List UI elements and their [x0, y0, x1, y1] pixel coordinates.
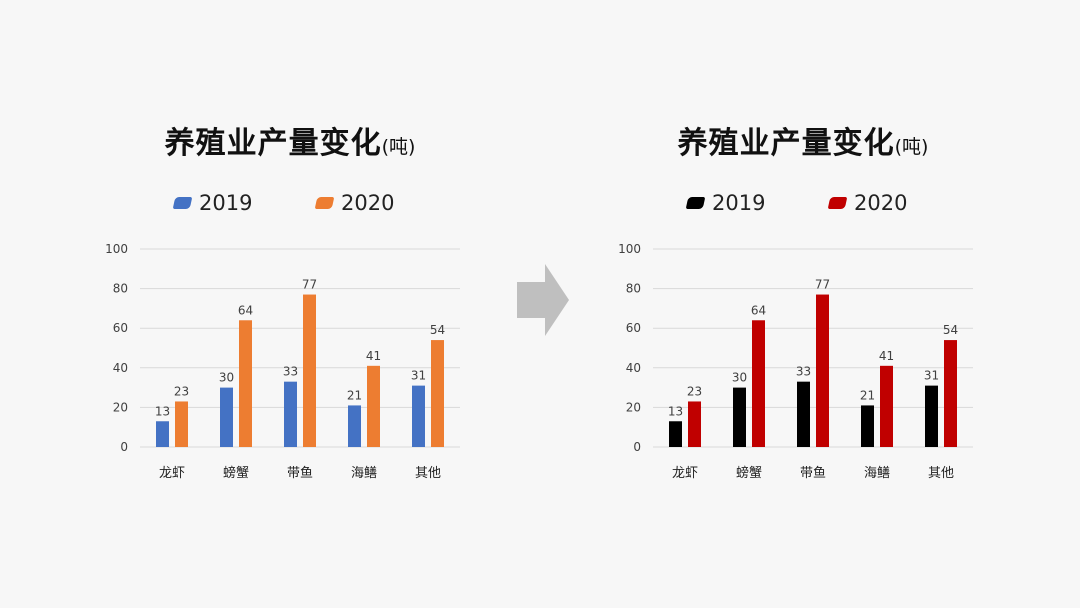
- y-tick-label: 20: [626, 400, 641, 414]
- bar-2019: [797, 381, 810, 447]
- data-label: 31: [411, 369, 426, 383]
- x-tick-label: 其他: [415, 466, 441, 481]
- y-tick-label: 40: [113, 361, 128, 375]
- y-tick-label: 80: [113, 282, 128, 296]
- data-label: 13: [155, 404, 170, 418]
- bar-2020: [367, 365, 380, 447]
- x-axis-labels: 龙虾 螃蟹 带鱼 海鳝 其他: [672, 465, 954, 481]
- data-label: 33: [283, 365, 298, 379]
- x-tick-label: 带鱼: [800, 465, 826, 481]
- data-label: 30: [219, 371, 234, 385]
- x-tick-label: 带鱼: [287, 465, 313, 481]
- y-tick-label: 0: [120, 440, 128, 454]
- legend-label: 2020: [341, 191, 395, 215]
- bar-2019: [861, 405, 874, 447]
- chart-title: 养殖业产量变化(吨): [100, 118, 480, 162]
- legend-swatch: [685, 197, 706, 209]
- arrow-shape: [517, 264, 569, 336]
- bar-2020: [880, 365, 893, 447]
- x-tick-label: 龙虾: [672, 466, 698, 481]
- bar-2020: [688, 401, 701, 447]
- bar-2019: [220, 387, 233, 447]
- bar-2019: [284, 381, 297, 447]
- data-label: 21: [347, 388, 362, 402]
- bar-chart: 0 20 40 60 80 100 13 23 30 64 33 77 21 41 31 54 龙虾 螃蟹 带鱼 海鳝…: [105, 242, 460, 481]
- data-label: 21: [860, 388, 875, 402]
- data-label: 77: [302, 278, 317, 292]
- data-labels: 13 23 30 64 33 77 21 41 31 54: [668, 278, 958, 419]
- data-label: 54: [943, 323, 958, 337]
- data-label: 41: [879, 349, 894, 363]
- bar-2020: [175, 401, 188, 447]
- data-label: 41: [366, 349, 381, 363]
- y-tick-label: 80: [626, 282, 641, 296]
- y-tick-label: 40: [626, 361, 641, 375]
- x-tick-label: 龙虾: [159, 466, 185, 481]
- bar-2019: [925, 385, 938, 447]
- y-tick-label: 60: [113, 321, 128, 335]
- legend-swatch: [172, 197, 193, 209]
- chart-title-text: 养殖业产量变化: [164, 126, 382, 161]
- chart-legend: 2019 2020: [613, 188, 993, 218]
- x-tick-label: 螃蟹: [736, 465, 762, 481]
- chart-title-text: 养殖业产量变化: [677, 126, 895, 161]
- legend-swatch: [314, 197, 335, 209]
- chart-legend: 2019 2020: [100, 188, 480, 218]
- legend-label: 2019: [712, 191, 766, 215]
- data-labels: 13 23 30 64 33 77 21 41 31 54: [155, 278, 445, 419]
- legend-item-2020: 2020: [827, 188, 908, 218]
- bar-2020: [944, 340, 957, 447]
- bar-2020: [752, 320, 765, 447]
- x-axis-labels: 龙虾 螃蟹 带鱼 海鳝 其他: [159, 465, 441, 481]
- bars: [669, 294, 957, 447]
- right-arrow-icon: [517, 264, 569, 336]
- bar-2019: [348, 405, 361, 447]
- data-label: 31: [924, 369, 939, 383]
- data-label: 23: [174, 384, 189, 398]
- bar-2019: [669, 421, 682, 447]
- legend-item-2019: 2019: [685, 188, 766, 218]
- x-tick-label: 其他: [928, 466, 954, 481]
- data-label: 54: [430, 323, 445, 337]
- chart-panel-right: 养殖业产量变化(吨) 2019 2020 0 20 40 60 80 100 13 23 30 6…: [613, 0, 1073, 608]
- chart-title: 养殖业产量变化(吨): [613, 118, 993, 162]
- bar-2020: [816, 294, 829, 447]
- y-tick-label: 0: [633, 440, 641, 454]
- legend-swatch: [827, 197, 848, 209]
- bar-chart: 0 20 40 60 80 100 13 23 30 64 33 77 21 41 31 54 龙虾 螃蟹 带鱼 海鳝…: [618, 242, 973, 481]
- data-label: 30: [732, 371, 747, 385]
- bar-2019: [733, 387, 746, 447]
- data-label: 13: [668, 404, 683, 418]
- grid-lines: [653, 248, 973, 448]
- y-axis-ticks: 0 20 40 60 80 100: [105, 242, 128, 454]
- y-tick-label: 20: [113, 400, 128, 414]
- data-label: 64: [751, 303, 766, 317]
- bar-2019: [412, 385, 425, 447]
- chart-title-unit: (吨): [381, 136, 416, 158]
- y-tick-label: 100: [618, 242, 641, 256]
- legend-item-2019: 2019: [172, 188, 253, 218]
- x-tick-label: 海鳝: [864, 465, 890, 481]
- y-axis-ticks: 0 20 40 60 80 100: [618, 242, 641, 454]
- data-label: 77: [815, 278, 830, 292]
- data-label: 33: [796, 365, 811, 379]
- y-tick-label: 100: [105, 242, 128, 256]
- legend-label: 2019: [199, 191, 253, 215]
- data-label: 64: [238, 303, 253, 317]
- chart-title-unit: (吨): [894, 136, 929, 158]
- chart-panel-left: 养殖业产量变化(吨) 2019 2020 0 20 40 60 80 100 13 23 30 6…: [100, 0, 560, 608]
- bars: [156, 294, 444, 447]
- bar-2020: [431, 340, 444, 447]
- grid-lines: [140, 248, 460, 448]
- y-tick-label: 60: [626, 321, 641, 335]
- bar-2020: [303, 294, 316, 447]
- bar-2019: [156, 421, 169, 447]
- data-label: 23: [687, 384, 702, 398]
- bar-2020: [239, 320, 252, 447]
- x-tick-label: 螃蟹: [223, 465, 249, 481]
- legend-label: 2020: [854, 191, 908, 215]
- legend-item-2020: 2020: [314, 188, 395, 218]
- x-tick-label: 海鳝: [351, 465, 377, 481]
